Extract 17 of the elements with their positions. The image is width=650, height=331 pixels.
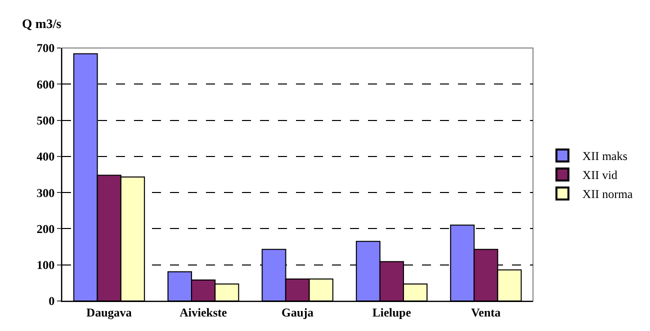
y-tick-label: 300 xyxy=(36,186,55,200)
legend-label: XII vid xyxy=(582,168,618,182)
y-tick-label: 200 xyxy=(36,222,55,236)
y-tick-label: 400 xyxy=(36,150,55,164)
x-tick-label: Aiviekste xyxy=(180,305,228,320)
y-tick-label: 500 xyxy=(36,113,55,128)
y-axis-title: Q m3/s xyxy=(22,16,62,31)
legend-label: XII norma xyxy=(582,187,634,202)
y-tick-label: 0 xyxy=(48,294,55,308)
x-tick-label: Venta xyxy=(471,305,501,320)
y-tick-label: 700 xyxy=(36,41,55,56)
x-tick-label: Gauja xyxy=(281,305,314,320)
legend-label: XII maks xyxy=(582,149,628,164)
y-tick-label: 600 xyxy=(36,77,55,92)
y-tick-label: 100 xyxy=(36,258,55,272)
x-tick-label: Lielupe xyxy=(372,305,412,320)
x-tick-label: Daugava xyxy=(86,305,132,320)
